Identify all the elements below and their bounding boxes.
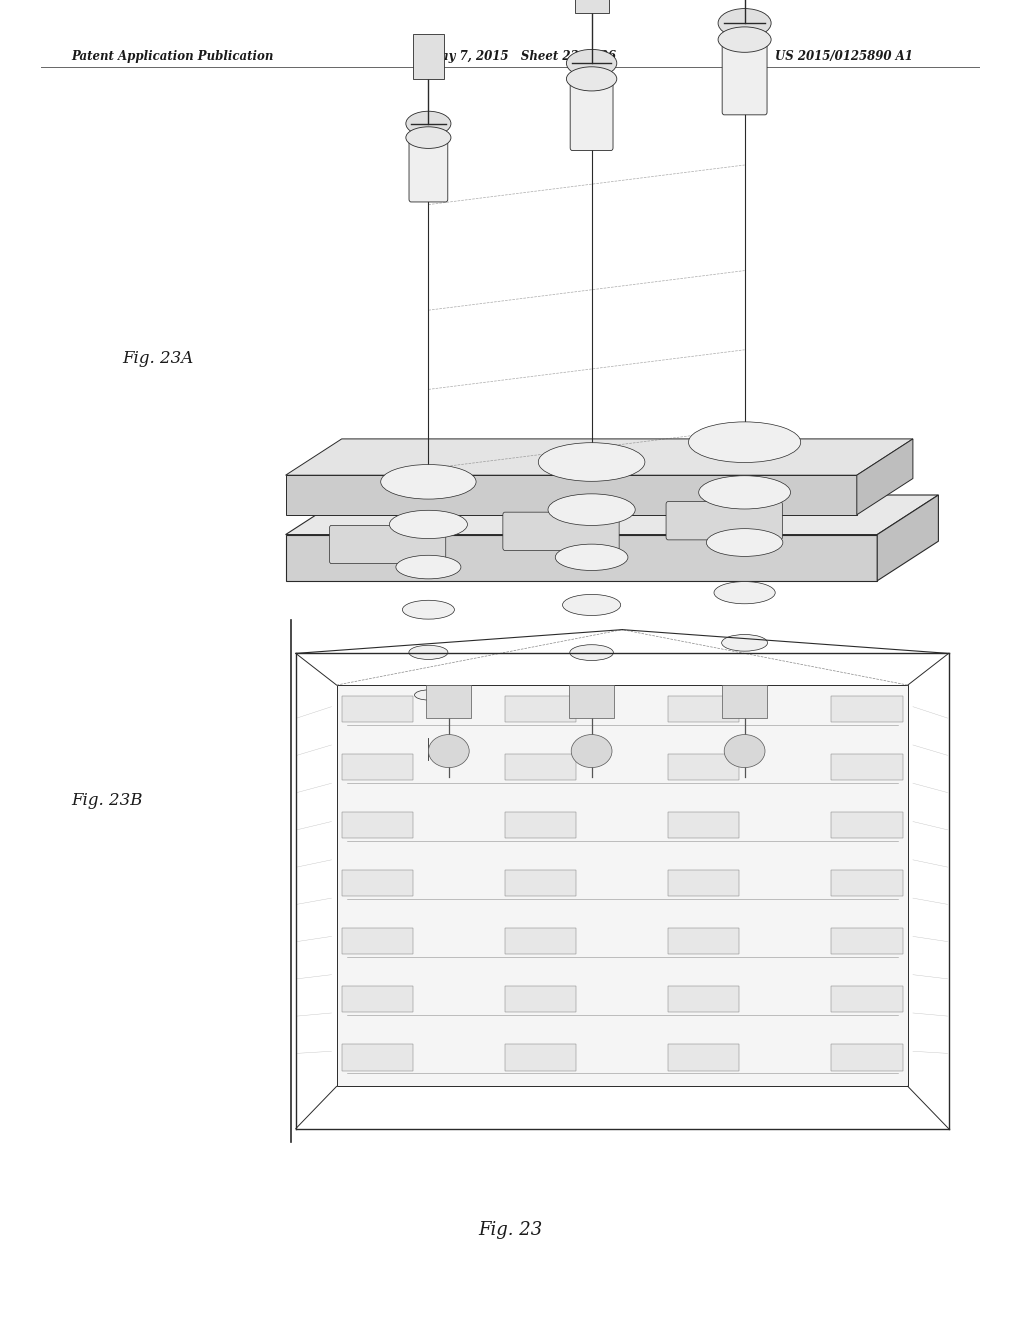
Bar	[667, 928, 739, 954]
Bar	[341, 928, 413, 954]
Ellipse shape	[717, 8, 770, 37]
Bar	[341, 812, 413, 838]
FancyBboxPatch shape	[570, 77, 612, 150]
FancyBboxPatch shape	[329, 525, 445, 564]
Bar	[341, 870, 413, 896]
Ellipse shape	[688, 422, 800, 462]
FancyBboxPatch shape	[721, 37, 766, 115]
Bar	[504, 986, 576, 1012]
Polygon shape	[856, 438, 912, 515]
Text: Fig. 23B: Fig. 23B	[71, 792, 143, 809]
Ellipse shape	[547, 494, 635, 525]
Bar	[341, 696, 413, 722]
Ellipse shape	[721, 635, 767, 651]
Ellipse shape	[409, 645, 447, 660]
Bar	[667, 870, 739, 896]
Ellipse shape	[538, 442, 644, 482]
Bar	[504, 870, 576, 896]
Ellipse shape	[705, 528, 783, 556]
Bar	[667, 986, 739, 1012]
Ellipse shape	[570, 644, 612, 660]
Text: US 2015/0125890 A1: US 2015/0125890 A1	[774, 50, 912, 63]
Bar	[667, 812, 739, 838]
Polygon shape	[285, 475, 856, 515]
Ellipse shape	[576, 694, 606, 706]
Ellipse shape	[717, 26, 770, 53]
Bar	[426, 685, 471, 718]
Bar	[341, 986, 413, 1012]
Text: Patent Application Publication: Patent Application Publication	[71, 50, 273, 63]
Ellipse shape	[698, 475, 790, 510]
Bar	[830, 754, 902, 780]
Ellipse shape	[566, 67, 616, 91]
Bar	[667, 696, 739, 722]
Ellipse shape	[566, 49, 616, 77]
Ellipse shape	[571, 734, 611, 768]
Ellipse shape	[728, 688, 760, 698]
Bar	[667, 1044, 739, 1071]
Polygon shape	[285, 535, 876, 581]
Bar	[830, 1044, 902, 1071]
Bar	[830, 870, 902, 896]
Ellipse shape	[723, 734, 764, 768]
Ellipse shape	[380, 465, 476, 499]
Ellipse shape	[389, 511, 467, 539]
Bar	[413, 34, 443, 79]
Bar	[341, 1044, 413, 1071]
Ellipse shape	[414, 690, 442, 700]
Ellipse shape	[406, 127, 450, 148]
Ellipse shape	[401, 601, 454, 619]
Bar	[830, 986, 902, 1012]
Bar	[341, 754, 413, 780]
Bar	[667, 754, 739, 780]
Bar	[830, 812, 902, 838]
Bar	[574, 0, 608, 13]
Ellipse shape	[713, 582, 774, 603]
FancyBboxPatch shape	[502, 512, 619, 550]
Bar	[830, 696, 902, 722]
Text: May 7, 2015   Sheet 23 of 36: May 7, 2015 Sheet 23 of 36	[428, 50, 615, 63]
FancyBboxPatch shape	[665, 502, 782, 540]
Ellipse shape	[428, 734, 469, 768]
Ellipse shape	[554, 544, 628, 570]
FancyBboxPatch shape	[409, 135, 447, 202]
Bar	[569, 685, 613, 718]
Bar	[504, 696, 576, 722]
Text: Fig. 23A: Fig. 23A	[122, 350, 194, 367]
Text: Fig. 23: Fig. 23	[478, 1221, 541, 1239]
Bar	[721, 685, 766, 718]
Polygon shape	[876, 495, 937, 581]
Bar	[504, 754, 576, 780]
Bar	[504, 928, 576, 954]
Polygon shape	[285, 438, 912, 475]
Ellipse shape	[406, 111, 450, 136]
Ellipse shape	[562, 594, 620, 615]
Bar	[830, 928, 902, 954]
Bar	[504, 1044, 576, 1071]
Bar	[336, 685, 907, 1086]
Ellipse shape	[395, 556, 461, 579]
Bar	[504, 812, 576, 838]
Polygon shape	[285, 495, 937, 535]
